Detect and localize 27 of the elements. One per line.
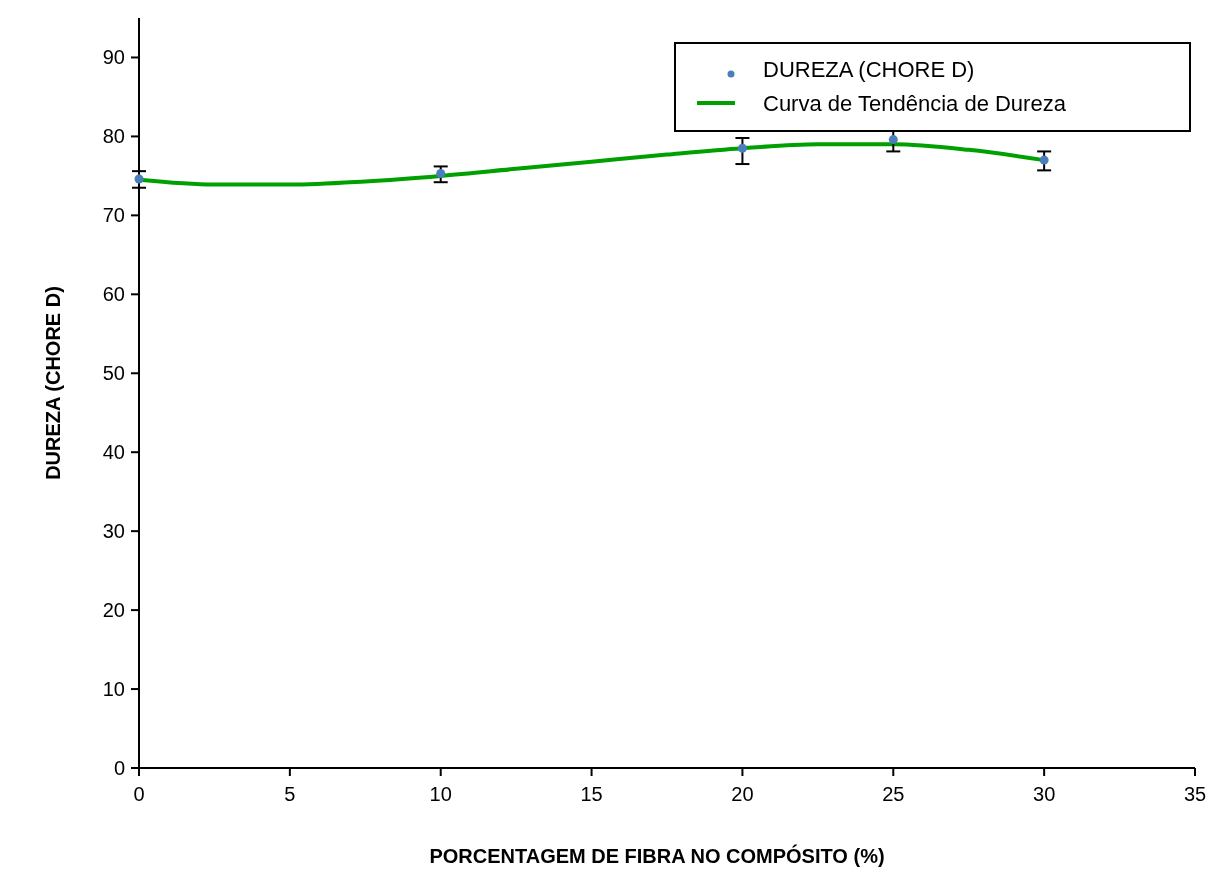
point	[1039, 155, 1049, 165]
x-axis-title: PORCENTAGEM DE FIBRA NO COMPÓSITO (%)	[429, 844, 885, 867]
y-axis-title: DUREZA (CHORE D)	[42, 286, 64, 480]
legend-label: DUREZA (CHORE D)	[763, 56, 975, 82]
y-tick-label: 50	[102, 362, 125, 385]
y-tick-label: 40	[102, 441, 125, 464]
legend-label: Curva de Tendência de Dureza	[763, 90, 1067, 116]
x-tick-label: 35	[1183, 783, 1207, 805]
point	[888, 135, 898, 145]
x-tick-label: 10	[429, 783, 452, 805]
x-tick-label: 15	[580, 783, 603, 805]
y-tick-label: 80	[102, 125, 125, 148]
y-tick-label: 10	[102, 678, 125, 701]
x-tick-label: 25	[882, 783, 905, 805]
x-tick-label: 20	[731, 783, 754, 805]
y-tick-label: 60	[102, 283, 125, 306]
point	[134, 174, 144, 184]
point	[436, 169, 446, 179]
y-tick-label: 0	[113, 757, 125, 779]
y-tick-label: 20	[102, 599, 125, 622]
point	[737, 143, 747, 153]
y-tick-label: 30	[102, 520, 125, 543]
x-tick-label: 0	[133, 783, 145, 805]
y-tick-label: 70	[102, 204, 125, 227]
y-tick-label: 90	[102, 46, 125, 69]
x-tick-label: 30	[1033, 783, 1056, 805]
x-tick-label: 5	[284, 783, 296, 805]
